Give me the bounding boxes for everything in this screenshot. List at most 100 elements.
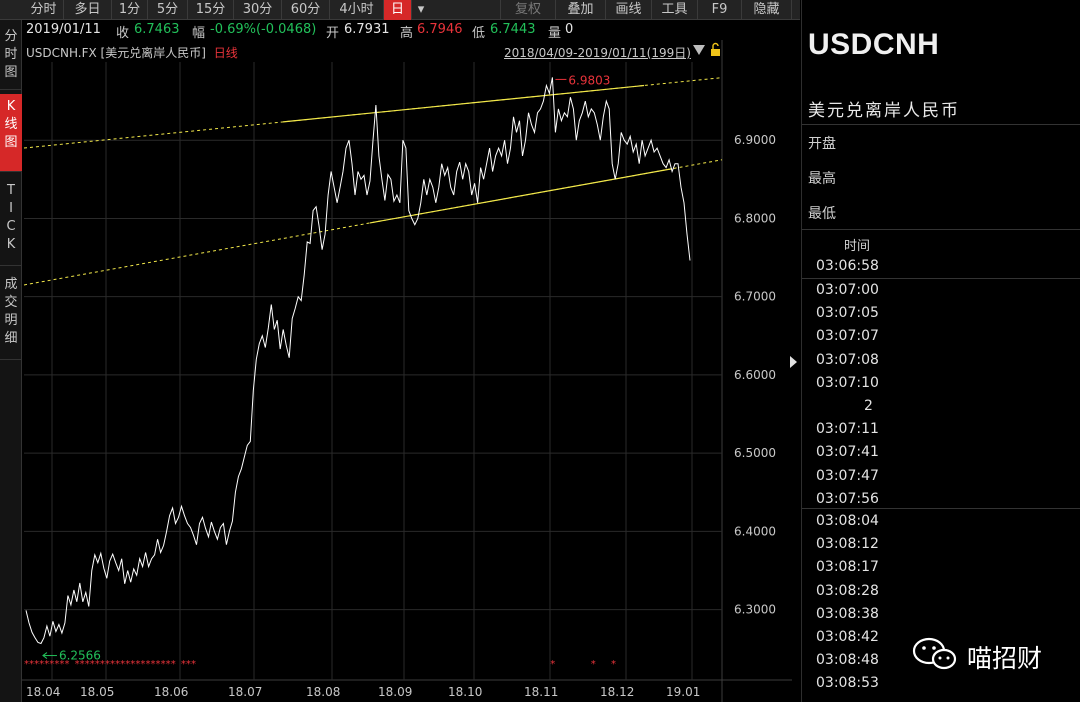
signal-marker: * [151, 659, 156, 670]
tick-time-row: 03:07:05 [816, 305, 879, 322]
signal-marker: * [54, 659, 59, 670]
x-tick-label: 18.09 [378, 685, 412, 699]
tools-button[interactable]: 工具 [652, 0, 698, 20]
tick-time-row: 03:07:10 [816, 374, 879, 391]
stat-low-label: 最低 [808, 206, 836, 222]
signal-marker: * [44, 659, 49, 670]
symbol-code: USDCNH [808, 28, 940, 61]
trend-channel [23, 77, 723, 286]
signal-marker: * [75, 659, 80, 670]
signal-marker: * [95, 659, 100, 670]
signal-marker: * [85, 659, 90, 670]
draw-line-button[interactable]: 画线 [606, 0, 652, 20]
close-value: 6.7463 [134, 22, 180, 37]
tab-1min[interactable]: 1分 [112, 0, 148, 20]
change-value: -0.69%(-0.0468) [210, 22, 317, 37]
price-line [25, 77, 691, 645]
x-tick-label: 18.11 [524, 685, 558, 699]
min-annotation-arrowhead [42, 652, 48, 659]
high-label: 高 [400, 26, 414, 41]
x-tick-label: 18.07 [228, 685, 262, 699]
triangle-down-icon [693, 45, 705, 55]
signal-marker: * [591, 659, 596, 670]
signal-marker: * [39, 659, 44, 670]
signal-marker: * [110, 659, 115, 670]
tick-time-row: 03:08:42 [816, 629, 879, 645]
tick-time-row: 03:08:12 [816, 536, 879, 553]
price-series [25, 77, 691, 645]
time-column-header: 时间 [844, 239, 871, 254]
tick-time-row: 03:08:53 [816, 675, 879, 692]
close-label: 收 [116, 26, 130, 41]
tick-time-row: 03:08:04 [816, 513, 879, 529]
watermark-text: 喵招财 [967, 644, 1043, 673]
y-tick-label: 6.6000 [734, 368, 776, 382]
wechat-icon [912, 637, 957, 670]
tick-time-row: 03:07:07 [816, 328, 879, 345]
adjust-button[interactable]: 复权 [500, 0, 556, 20]
tab-intraday[interactable]: 分时 [24, 0, 64, 20]
tick-time-row: 03:07:41 [816, 444, 879, 461]
x-tick-label: 18.06 [154, 685, 188, 699]
chart-symbol-title: USDCNH.FX [美元兑离岸人民币] [26, 46, 206, 60]
y-tick-label: 6.3000 [734, 603, 776, 617]
signal-marker: * [105, 659, 110, 670]
f9-button[interactable]: F9 [698, 0, 742, 20]
stat-high-label: 最高 [808, 171, 836, 187]
divider [802, 278, 1080, 279]
tick-time-row: 03:08:17 [816, 559, 879, 576]
chevron-down-icon[interactable]: ▾ [417, 2, 425, 17]
period-toolbar: 分时 多日 1分 5分 15分 30分 60分 4小时 日 ▾ 复权 叠加 画线… [0, 0, 800, 20]
tick-time-row: 03:08:38 [816, 605, 879, 622]
x-tick-label: 18.05 [80, 685, 114, 699]
x-tick-label: 18.08 [306, 685, 340, 699]
side-tab-intraday-label: 分时图 [4, 29, 18, 80]
symbol-name: 美元兑离岸人民币 [808, 101, 960, 121]
hide-button[interactable]: 隐藏 [742, 0, 792, 20]
signal-markers: * * * * * * * * * * * * * * * * * * * * * * * * * * * * * * * * * * * [24, 659, 616, 670]
tab-4hour[interactable]: 4小时 [330, 0, 384, 20]
tab-multi-day[interactable]: 多日 [64, 0, 112, 20]
quote-side-panel: USDCNH 美元兑离岸人民币 开盘 最高 最低 时间 03:06:58 03:0… [801, 0, 1080, 702]
side-tab-trade-detail[interactable]: 成交明细 [0, 272, 22, 360]
price-chart[interactable]: 6.3000 6.4000 6.5000 6.6000 6.7000 6.8000 6.90… [22, 40, 792, 702]
signal-marker: * [156, 659, 161, 670]
min-annotation-label: 6.2566 [59, 649, 101, 663]
tab-daily[interactable]: 日 [384, 0, 412, 20]
tab-60min[interactable]: 60分 [282, 0, 330, 20]
low-value: 6.7443 [490, 22, 536, 37]
signal-marker: * [166, 659, 171, 670]
signal-marker: * [100, 659, 105, 670]
tab-5min[interactable]: 5分 [148, 0, 188, 20]
chart-title: USDCNH.FX [美元兑离岸人民币] 日线 [26, 44, 238, 61]
signal-marker: * [29, 659, 34, 670]
tick-time-row: 03:08:48 [816, 652, 879, 669]
overlay-button[interactable]: 叠加 [556, 0, 606, 20]
tick-time-row: 03:07:08 [816, 351, 879, 368]
x-tick-label: 18.12 [600, 685, 634, 699]
signal-marker: * [64, 659, 69, 670]
tab-15min[interactable]: 15分 [188, 0, 234, 20]
signal-marker: * [171, 659, 176, 670]
lower-channel-line-solid [369, 168, 673, 224]
side-tab-intraday[interactable]: 分时图 [0, 24, 22, 90]
signal-marker: * [145, 659, 150, 670]
tab-30min[interactable]: 30分 [234, 0, 282, 20]
y-axis-labels: 6.3000 6.4000 6.5000 6.6000 6.7000 6.8000 6.90… [734, 133, 776, 616]
y-tick-label: 6.4000 [734, 524, 776, 538]
signal-marker: * [191, 659, 196, 670]
date-range[interactable]: 2018/04/09-2019/01/11(199日) [504, 46, 691, 60]
signal-marker: * [181, 659, 186, 670]
expand-panel-icon[interactable] [790, 356, 797, 368]
signal-marker: * [161, 659, 166, 670]
quote-date: 2019/01/11 [26, 22, 101, 37]
lock-icon [711, 42, 720, 56]
divider [802, 229, 1080, 230]
chart-header-icons [693, 42, 720, 56]
tick-time-row: 2 [864, 398, 873, 414]
signal-marker: * [90, 659, 95, 670]
